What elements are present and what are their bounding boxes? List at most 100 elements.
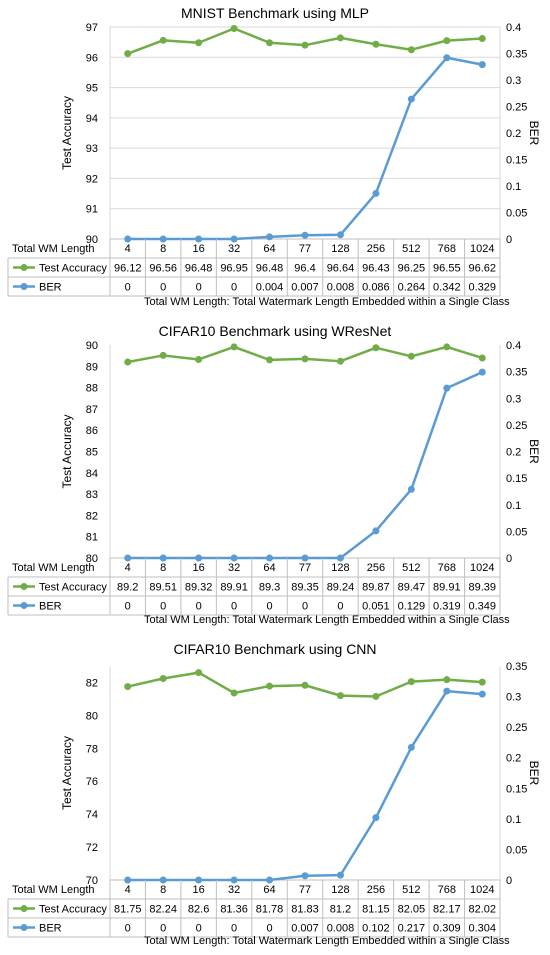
y2-tick-label: 0: [506, 875, 512, 887]
data-point-test-accuracy: [159, 36, 167, 44]
data-label: 0.007: [291, 923, 319, 935]
y-tick-label: 90: [86, 234, 98, 246]
x-tick-label: 64: [263, 884, 275, 896]
data-point-test-accuracy: [478, 354, 486, 362]
chart-cifar10-cnn: CIFAR10 Benchmark using CNN7072747678808…: [7, 641, 541, 947]
y-tick-label: 90: [86, 340, 98, 352]
data-point-test-accuracy: [266, 356, 274, 364]
x-axis-title: Total WM Length: [12, 562, 95, 574]
y-tick-label: 87: [86, 404, 98, 416]
x-tick-label: 128: [331, 884, 349, 896]
data-point-test-accuracy: [478, 35, 486, 43]
y2-tick-label: 0.1: [506, 181, 521, 193]
y-axis-title: Test Accuracy: [60, 414, 74, 488]
data-label: 89.24: [327, 582, 355, 594]
data-label: 82.05: [398, 904, 426, 916]
data-point-ber: [301, 872, 309, 880]
data-label: 0: [302, 601, 308, 613]
x-tick-label: 4: [125, 562, 131, 574]
legend-label: Test Accuracy: [39, 904, 107, 916]
data-point-test-accuracy: [407, 46, 415, 54]
x-tick-label: 32: [228, 562, 240, 574]
x-tick-label: 768: [438, 243, 456, 255]
series-line-test-accuracy: [127, 27, 483, 55]
y-axis-title: Test Accuracy: [60, 96, 74, 170]
data-point-ber: [266, 876, 274, 884]
data-label: 89.51: [149, 582, 177, 594]
data-label: 82.02: [469, 904, 497, 916]
data-point-test-accuracy: [266, 39, 274, 47]
data-label: 0: [125, 923, 131, 935]
y2-tick-label: 0.4: [506, 340, 521, 352]
x-tick-label: 8: [160, 884, 166, 896]
data-label: 0.007: [291, 282, 319, 294]
data-label: 81.78: [256, 904, 284, 916]
x-tick-label: 8: [160, 562, 166, 574]
data-point-ber: [266, 554, 274, 562]
y2-tick-label: 0.15: [506, 783, 527, 795]
legend-marker: [20, 905, 28, 912]
data-point-test-accuracy: [301, 681, 309, 689]
chart-title: MNIST Benchmark using MLP: [181, 5, 369, 21]
data-point-ber: [372, 189, 380, 197]
data-point-test-accuracy: [372, 344, 380, 352]
data-label: 89.91: [220, 582, 248, 594]
x-tick-label: 64: [263, 562, 275, 574]
data-label: 0.008: [327, 282, 355, 294]
x-tick-label: 16: [193, 884, 205, 896]
legend-label: BER: [39, 601, 62, 613]
data-label: 0: [196, 923, 202, 935]
data-label: 96.48: [185, 263, 213, 275]
data-label: 0.304: [469, 923, 497, 935]
data-label: 0.342: [433, 282, 461, 294]
data-point-test-accuracy: [443, 676, 451, 684]
x-tick-label: 64: [263, 243, 275, 255]
y-tick-label: 82: [86, 677, 98, 689]
y2-axis-title: BER: [527, 761, 541, 786]
data-label: 81.15: [362, 904, 390, 916]
footnote: Total WM Length: Total Watermark Length …: [144, 935, 510, 947]
x-tick-label: 512: [402, 884, 420, 896]
data-point-ber: [230, 235, 238, 243]
legend-label: Test Accuracy: [39, 582, 107, 594]
y2-tick-label: 0.15: [506, 155, 527, 167]
x-axis-title: Total WM Length: [12, 884, 95, 896]
x-tick-label: 77: [299, 884, 311, 896]
chart-cifar10-wresnet: CIFAR10 Benchmark using WResNet808182838…: [7, 323, 541, 626]
data-point-ber: [195, 554, 203, 562]
data-label: 96.12: [114, 263, 142, 275]
data-point-test-accuracy: [407, 678, 415, 686]
data-point-ber: [124, 554, 132, 562]
series-line-ber: [127, 371, 483, 560]
x-tick-label: 16: [193, 562, 205, 574]
x-tick-label: 256: [367, 884, 385, 896]
data-point-test-accuracy: [230, 689, 238, 697]
data-point-test-accuracy: [124, 50, 132, 58]
data-label: 0: [266, 923, 272, 935]
y-tick-label: 80: [86, 553, 98, 565]
data-label: 0: [125, 601, 131, 613]
data-point-ber: [336, 871, 344, 879]
y-tick-label: 92: [86, 173, 98, 185]
data-label: 96.43: [362, 263, 390, 275]
legend-label: Test Accuracy: [39, 263, 107, 275]
y2-tick-label: 0.05: [506, 208, 527, 220]
data-label: 81.75: [114, 904, 142, 916]
data-point-test-accuracy: [443, 37, 451, 45]
data-label: 0: [231, 282, 237, 294]
data-label: 82.17: [433, 904, 461, 916]
data-point-ber: [301, 231, 309, 239]
data-label: 89.39: [469, 582, 497, 594]
y-tick-label: 94: [86, 113, 98, 125]
data-point-test-accuracy: [159, 675, 167, 683]
y-tick-label: 84: [86, 468, 98, 480]
data-label: 89.87: [362, 582, 390, 594]
data-point-ber: [372, 527, 380, 535]
x-tick-label: 768: [438, 884, 456, 896]
x-tick-label: 77: [299, 562, 311, 574]
data-label: 89.3: [259, 582, 280, 594]
data-point-ber: [266, 233, 274, 241]
data-label: 0.004: [256, 282, 284, 294]
y2-tick-label: 0.3: [506, 75, 521, 87]
